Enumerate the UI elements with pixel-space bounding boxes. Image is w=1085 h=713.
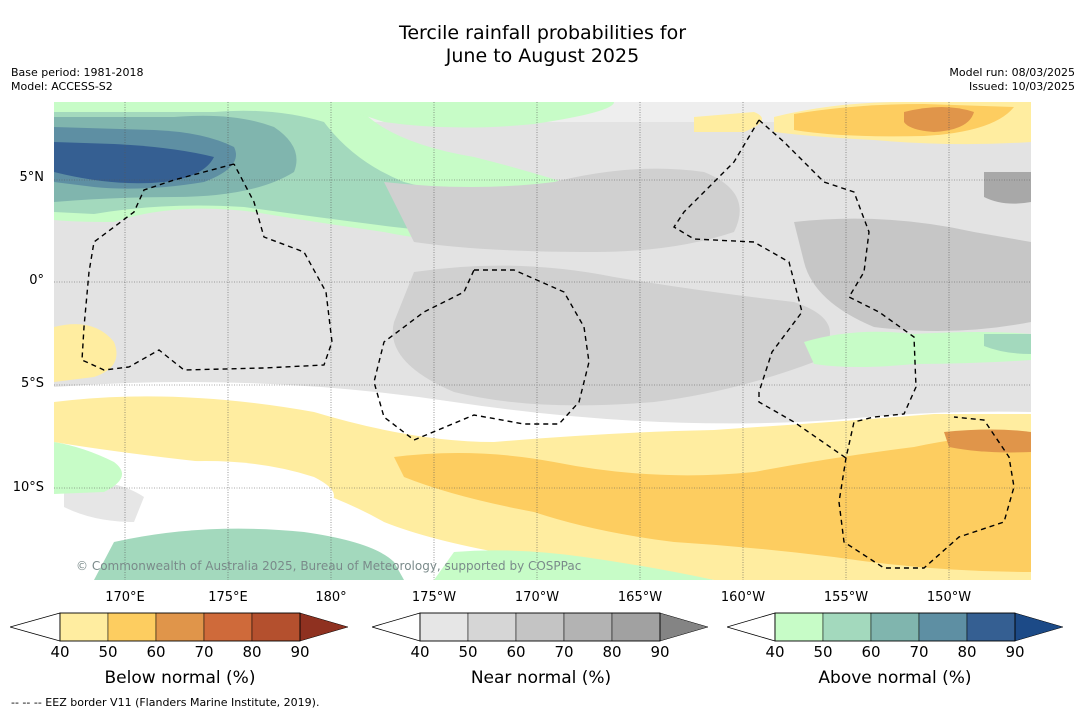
above-normal-south-mid (434, 550, 714, 580)
eez-kiribati-phoenix (373, 269, 590, 441)
cbar-near-seg-50 (467, 612, 517, 642)
colorbar-above-normal (727, 612, 1064, 642)
lat-label-equator: 0° (29, 273, 44, 288)
cbar-below-outline (59, 612, 301, 642)
cbar-near-seg-40 (419, 612, 469, 642)
cbar-near-tick-80: 80 (602, 643, 622, 661)
below-normal-60-top-right (904, 107, 974, 132)
model-name: Model: ACCESS-S2 (11, 80, 113, 93)
model-run: Model run: 08/03/2025 (949, 66, 1075, 79)
above-normal-light-east (804, 331, 1031, 367)
lat-label-10s: 10°S (12, 480, 44, 495)
below-normal-50-south (394, 435, 1031, 572)
cbar-near-tick-70: 70 (554, 643, 574, 661)
cbar-above-tick-70: 70 (909, 643, 929, 661)
lat-label-5n: 5°N (19, 170, 45, 185)
lon-label-165w: 165°W (617, 590, 663, 605)
eez-footnote: -- -- -- EEZ border V11 (Flanders Marine… (11, 696, 320, 709)
cbar-above-tick-60: 60 (861, 643, 881, 661)
cbar-near-tick-40: 40 (410, 643, 430, 661)
lon-label-175e: 175°E (208, 590, 248, 605)
gridlines (54, 102, 1031, 580)
title-line-2: June to August 2025 (445, 45, 640, 67)
lon-label-150w: 150°W (926, 590, 972, 605)
near-normal-70-east (984, 172, 1031, 204)
cbar-below-tick-90: 90 (290, 643, 310, 661)
cbar-above-title: Above normal (%) (818, 668, 972, 688)
lon-label-170w: 170°W (514, 590, 560, 605)
issued-date: Issued: 10/03/2025 (968, 80, 1075, 93)
cbar-below-seg-70 (203, 612, 253, 642)
cbar-above-seg-60 (870, 612, 920, 642)
lon-label-160w: 160°W (720, 590, 766, 605)
cbar-below-seg-40 (59, 612, 109, 642)
cbar-near-outline (419, 612, 661, 642)
near-normal-50-a (384, 168, 740, 252)
cbar-below-tick-50: 50 (98, 643, 118, 661)
cbar-below-tick-70: 70 (194, 643, 214, 661)
meta-left: Base period: 1981-2018 Model: ACCESS-S2 (11, 66, 143, 94)
cbar-above-tick-40: 40 (765, 643, 785, 661)
map-title: Tercile rainfall probabilities for June … (0, 22, 1085, 68)
copyright-text: © Commonwealth of Australia 2025, Bureau… (76, 559, 582, 573)
cbar-below-arrow-left (10, 612, 61, 642)
eez-line-islands-west (673, 119, 847, 459)
above-normal-90-nw (54, 142, 214, 184)
lat-label-5s: 5°S (20, 376, 44, 391)
cbar-above-seg-70 (918, 612, 968, 642)
cbar-above-tick-80: 80 (957, 643, 977, 661)
base-period: Base period: 1981-2018 (11, 66, 144, 79)
colorbar-near-normal (372, 612, 709, 642)
cbar-near-tick-90: 90 (650, 643, 670, 661)
cbar-below-tick-40: 40 (50, 643, 70, 661)
above-normal-mid-east (984, 334, 1031, 354)
colorbar-below-normal (10, 612, 349, 642)
above-normal-sw-a (54, 442, 122, 494)
cbar-below-arrow-right (299, 612, 349, 642)
map-svg (54, 102, 1031, 580)
title-line-1: Tercile rainfall probabilities for (398, 22, 687, 44)
cbar-near-tick-60: 60 (506, 643, 526, 661)
cbar-below-title: Below normal (%) (104, 668, 256, 688)
above-normal-sw-b (94, 528, 404, 580)
cbar-near-seg-70 (563, 612, 613, 642)
cbar-above-outline (774, 612, 1016, 642)
near-normal-50-b (392, 265, 830, 406)
eez-line-islands (758, 119, 1015, 569)
lon-label-170e: 170°E (105, 590, 145, 605)
cbar-near-seg-80 (611, 612, 661, 642)
white-patch-south-a (159, 461, 334, 514)
cbar-above-tick-50: 50 (813, 643, 833, 661)
cbar-near-arrow-left (372, 612, 421, 642)
cbar-below-seg-60 (155, 612, 205, 642)
cbar-above-seg-80 (966, 612, 1016, 642)
eez-borders (81, 119, 1015, 569)
cbar-above-seg-50 (822, 612, 872, 642)
cbar-above-tick-90: 90 (1005, 643, 1025, 661)
near-normal-60-east (794, 218, 1031, 331)
eez-kiribati-gilberts (81, 163, 333, 371)
cbar-below-tick-80: 80 (242, 643, 262, 661)
lon-label-180: 180° (315, 590, 347, 605)
cbar-above-seg-40 (774, 612, 824, 642)
lon-label-155w: 155°W (823, 590, 869, 605)
cbar-below-seg-80 (251, 612, 301, 642)
below-normal-60-south (944, 429, 1031, 453)
cbar-above-arrow-left (727, 612, 776, 642)
meta-right: Model run: 08/03/2025 Issued: 10/03/2025 (949, 66, 1075, 94)
cbar-near-title: Near normal (%) (470, 668, 612, 688)
cbar-below-tick-60: 60 (146, 643, 166, 661)
cbar-near-seg-60 (515, 612, 565, 642)
above-normal-top-middle (324, 102, 614, 128)
below-normal-west (54, 324, 117, 382)
cbar-below-seg-50 (107, 612, 157, 642)
cbar-near-tick-50: 50 (458, 643, 478, 661)
cbar-near-arrow-right (659, 612, 709, 642)
below-normal-top-small (694, 112, 762, 132)
cbar-above-arrow-right (1014, 612, 1064, 642)
lon-label-175w: 175°W (411, 590, 457, 605)
rainfall-map (54, 102, 1031, 580)
